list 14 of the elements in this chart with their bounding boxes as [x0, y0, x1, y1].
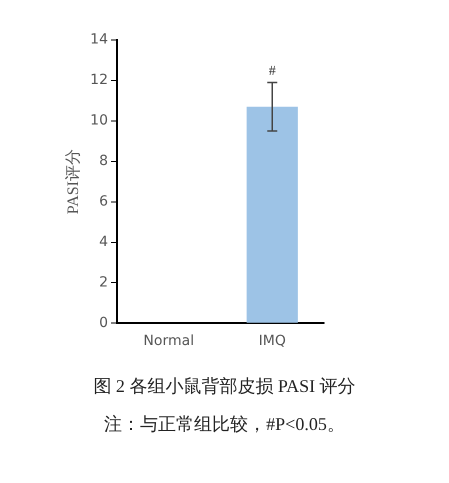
y-tick-label: 6: [99, 193, 108, 210]
x-tick-label: Normal: [143, 333, 194, 350]
y-tick-label: 8: [99, 153, 108, 170]
y-tick-label: 12: [90, 72, 108, 88]
caption: 图 2 各组小鼠背部皮损 PASI 评分: [92, 375, 357, 398]
annotation: #: [268, 64, 276, 80]
x-tick-label: IMQ: [258, 333, 286, 350]
y-tick-label: 10: [90, 112, 108, 129]
y-tick-label: 0: [99, 314, 108, 331]
y-tick-label: 2: [99, 274, 108, 290]
y-tick-label: 4: [99, 234, 108, 250]
y-axis-title: PASI评分: [64, 148, 82, 214]
y-tick-label: 14: [90, 32, 108, 48]
text: 注：与正常组比较，#P<0.05。: [103, 413, 346, 436]
